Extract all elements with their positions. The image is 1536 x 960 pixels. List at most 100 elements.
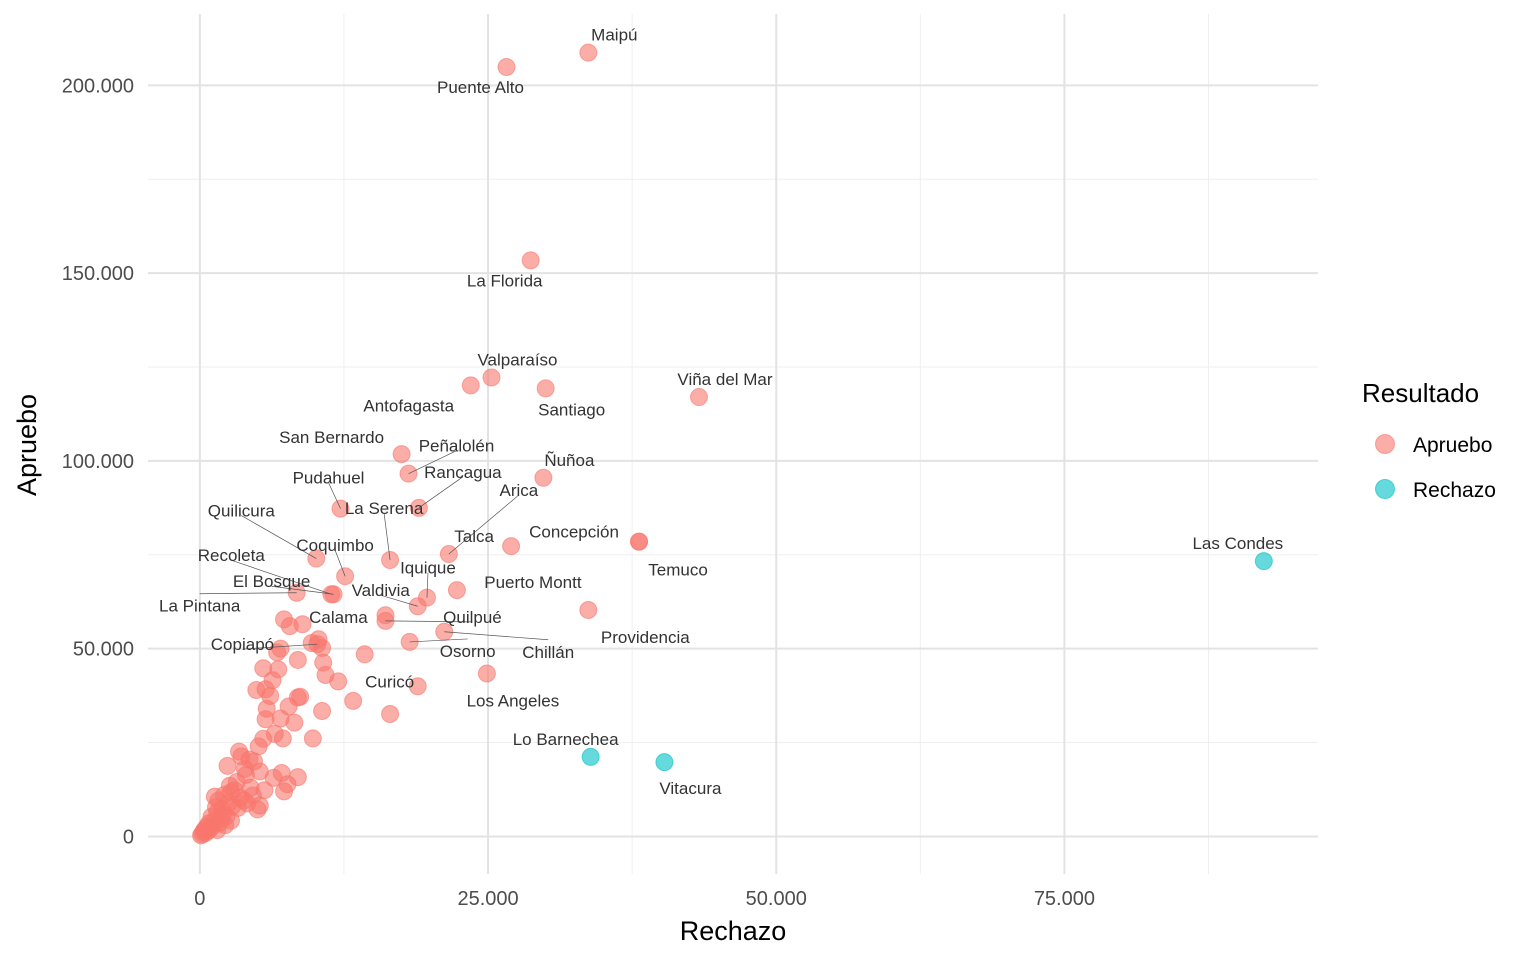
point-label: Vitacura (659, 779, 722, 798)
data-point (461, 376, 480, 395)
label-leader-line (409, 638, 468, 643)
data-point (1254, 552, 1273, 571)
data-point (303, 729, 322, 748)
legend-label: Rechazo (1413, 479, 1496, 502)
legend-key (1375, 434, 1395, 454)
label-leader-line (334, 550, 346, 577)
data-points (192, 43, 1273, 845)
y-tick-label: 50.000 (73, 639, 134, 661)
label-leader-line (385, 620, 473, 623)
data-point (288, 650, 307, 669)
data-point (502, 537, 521, 556)
point-label: Providencia (601, 628, 690, 647)
label-leader-line (231, 559, 332, 595)
point-label: Talca (454, 527, 494, 546)
data-point (482, 368, 501, 387)
data-point (273, 729, 292, 748)
point-labels: Maipú Puente Alto La Florida Valparaíso Anto… (159, 26, 1283, 798)
data-point (275, 782, 294, 801)
data-point (447, 581, 466, 600)
point-label: San Bernardo (279, 428, 384, 447)
data-point (581, 747, 600, 766)
grid-lines (148, 14, 1318, 874)
data-point (630, 532, 649, 551)
x-axis-title: Rechazo (680, 916, 787, 946)
label-leader-line (380, 594, 418, 607)
data-point (245, 752, 264, 771)
point-label: La Pintana (159, 597, 241, 616)
legend-title: Resultado (1362, 378, 1479, 408)
point-label: Puente Alto (437, 78, 524, 97)
point-label: Peñalolén (419, 437, 495, 456)
point-label: Curicó (365, 672, 414, 691)
point-label: Rancagua (424, 463, 502, 482)
label-leader-line (444, 631, 549, 641)
point-label: Maipú (591, 26, 637, 45)
label-leader-line (242, 643, 318, 650)
y-axis-title: Apruebo (12, 394, 42, 496)
point-label: Temuco (648, 561, 708, 580)
y-tick-label: 100.000 (62, 451, 134, 473)
data-point (241, 778, 260, 797)
y-tick-label: 200.000 (62, 75, 134, 97)
data-point (579, 43, 598, 62)
label-leader-line (418, 476, 464, 509)
data-point (536, 379, 555, 398)
point-label: Iquique (400, 559, 456, 578)
data-point (344, 691, 363, 710)
point-label: Osorno (440, 642, 496, 661)
point-label: El Bosque (233, 572, 311, 591)
data-point (497, 57, 516, 76)
label-leader-line (448, 494, 520, 555)
data-point (218, 756, 237, 775)
point-label: Puerto Montt (484, 573, 582, 592)
point-label: Ñuñoa (544, 451, 595, 470)
point-label: Viña del Mar (677, 370, 772, 389)
label-leader-line (426, 572, 429, 598)
data-point (256, 710, 275, 729)
data-point (579, 600, 598, 619)
point-label: Valdivia (352, 581, 411, 600)
legend: Resultado Apruebo Rechazo (1362, 378, 1496, 502)
x-tick-label: 0 (194, 888, 205, 910)
data-point (313, 702, 332, 721)
label-leader-line (199, 592, 297, 595)
point-label: Calama (309, 608, 368, 627)
label-leader-line (241, 515, 317, 559)
x-tick-label: 50.000 (746, 888, 807, 910)
point-label: La Serena (345, 499, 424, 518)
point-label: Concepción (529, 523, 619, 542)
data-point (285, 713, 304, 732)
data-point (376, 606, 395, 625)
data-point (355, 645, 374, 664)
data-point (655, 753, 674, 772)
data-point (521, 251, 540, 270)
point-label: Valparaíso (477, 351, 557, 370)
point-label: Santiago (538, 400, 605, 419)
data-point (291, 687, 310, 706)
data-point (293, 615, 312, 634)
point-label: Antofagasta (363, 396, 454, 415)
x-tick-label: 75.000 (1034, 888, 1095, 910)
point-label: Los Angeles (467, 691, 560, 710)
point-label: Coquimbo (296, 536, 374, 555)
point-label: La Florida (467, 271, 543, 290)
point-label: Las Condes (1192, 534, 1283, 553)
label-leader-line (328, 482, 341, 509)
data-point (381, 705, 400, 724)
label-leader-line (408, 450, 457, 474)
point-label: Quilicura (208, 502, 276, 521)
data-point (408, 677, 427, 696)
axes: Rechazo Apruebo 0 25.000 50.000 75.000 0 50.0… (12, 75, 1095, 946)
data-point (534, 468, 553, 487)
point-label: Recoleta (198, 546, 266, 565)
point-label: Pudahuel (293, 469, 365, 488)
data-point (689, 388, 708, 407)
y-tick-label: 0 (123, 826, 134, 848)
data-point (221, 811, 240, 830)
point-label: Arica (499, 481, 538, 500)
x-tick-label: 25.000 (457, 888, 518, 910)
data-point (208, 821, 227, 840)
label-leader-line (271, 585, 334, 595)
